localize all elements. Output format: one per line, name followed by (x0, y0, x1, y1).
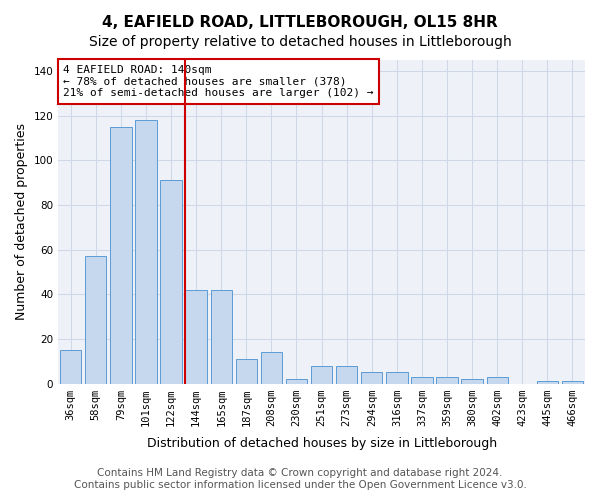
Bar (236, 359, 257, 384)
Bar (461, 379, 483, 384)
Bar (185, 290, 207, 384)
Bar (361, 372, 382, 384)
Bar (436, 377, 458, 384)
Bar (487, 377, 508, 384)
Bar (211, 290, 232, 384)
Bar (537, 382, 558, 384)
Bar (386, 372, 407, 384)
Text: 4, EAFIELD ROAD, LITTLEBOROUGH, OL15 8HR: 4, EAFIELD ROAD, LITTLEBOROUGH, OL15 8HR (102, 15, 498, 30)
X-axis label: Distribution of detached houses by size in Littleborough: Distribution of detached houses by size … (146, 437, 497, 450)
Bar (336, 366, 358, 384)
Text: Contains HM Land Registry data © Crown copyright and database right 2024.
Contai: Contains HM Land Registry data © Crown c… (74, 468, 526, 490)
Bar (261, 352, 282, 384)
Bar (286, 379, 307, 384)
Bar (136, 120, 157, 384)
Bar (110, 127, 131, 384)
Bar (60, 350, 82, 384)
Text: Size of property relative to detached houses in Littleborough: Size of property relative to detached ho… (89, 35, 511, 49)
Bar (85, 256, 106, 384)
Bar (160, 180, 182, 384)
Bar (411, 377, 433, 384)
Bar (311, 366, 332, 384)
Bar (562, 382, 583, 384)
Text: 4 EAFIELD ROAD: 140sqm
← 78% of detached houses are smaller (378)
21% of semi-de: 4 EAFIELD ROAD: 140sqm ← 78% of detached… (64, 65, 374, 98)
Y-axis label: Number of detached properties: Number of detached properties (15, 124, 28, 320)
